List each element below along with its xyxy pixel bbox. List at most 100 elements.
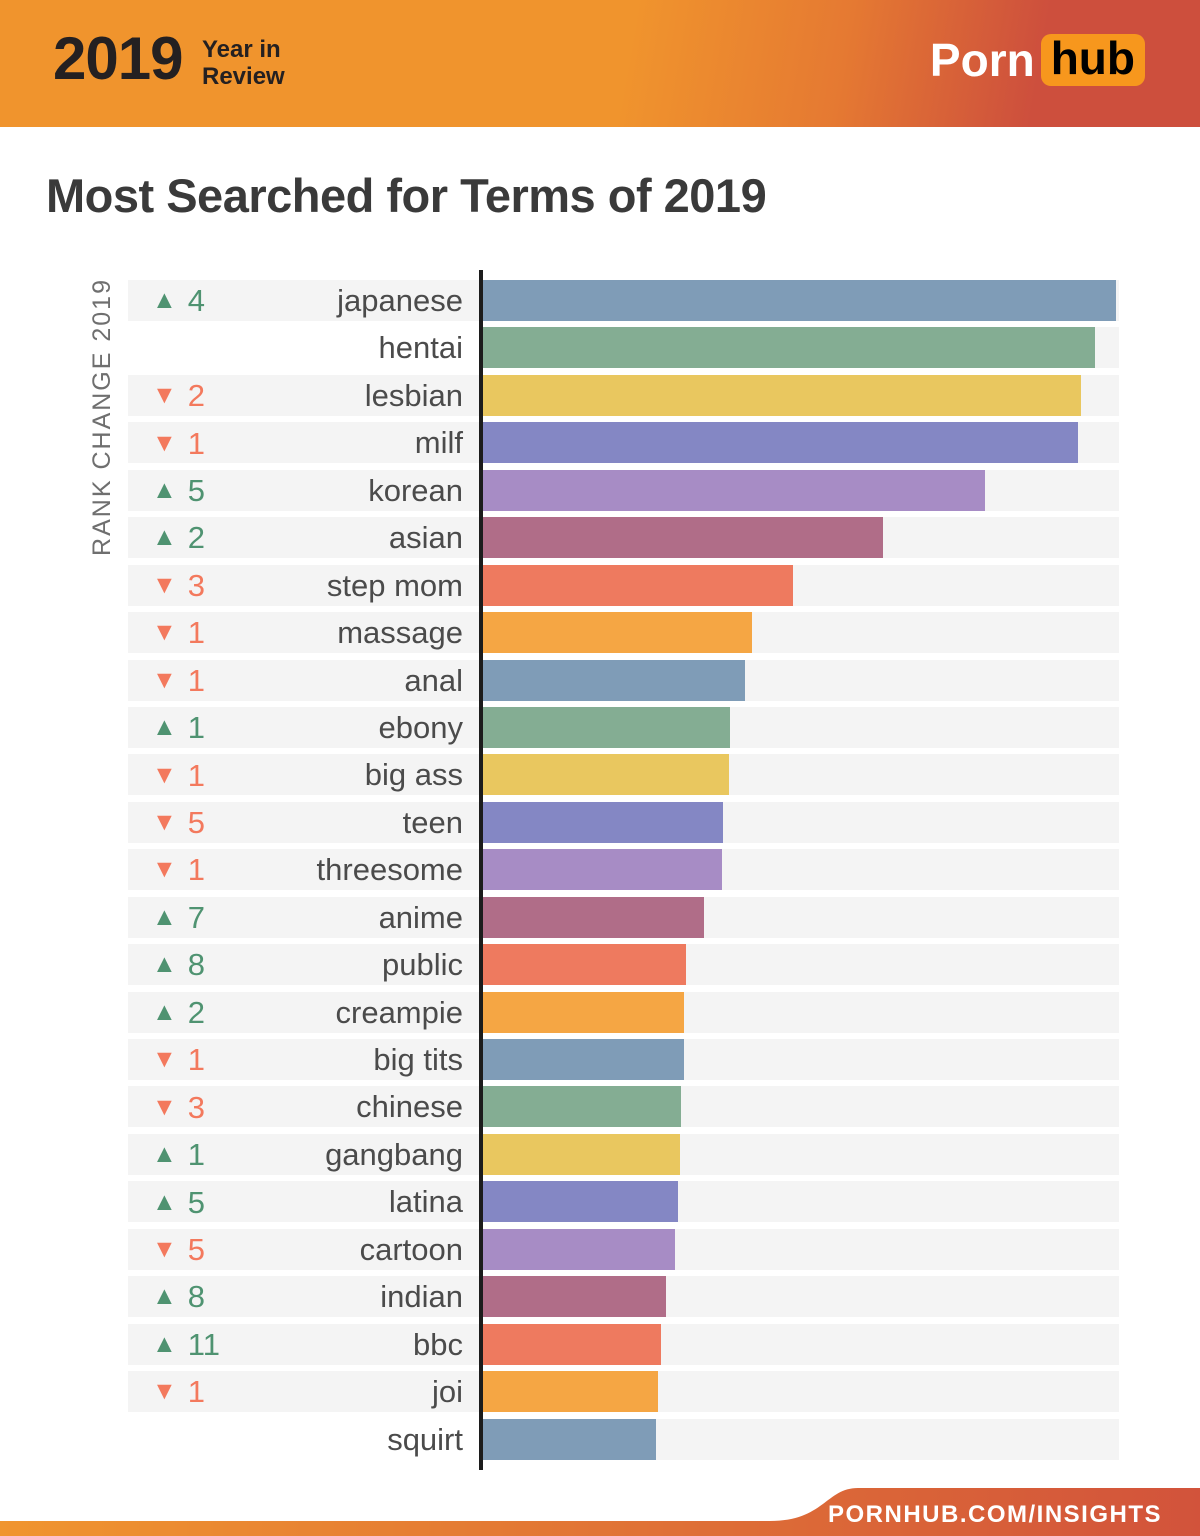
- term-label: milf: [414, 425, 463, 461]
- rank-direction-icon: ▲: [152, 475, 177, 504]
- footer-ribbon: PORNHUB.COM/INSIGHTS: [0, 1488, 1200, 1536]
- term-bar: [483, 944, 687, 986]
- term-label: korean: [368, 472, 463, 508]
- rank-change-indicator: ▲ 5: [152, 467, 205, 514]
- chart-row: ▼ 1 milf: [0, 419, 1200, 466]
- term-label: gangbang: [325, 1136, 463, 1172]
- term-bar: [483, 1133, 680, 1175]
- rank-change-indicator: ▲ 11: [152, 1321, 220, 1368]
- term-bar: [483, 422, 1078, 464]
- chart-row: ▼ 5 teen: [0, 799, 1200, 846]
- chart-row: hentai: [0, 324, 1200, 371]
- term-label: bbc: [413, 1326, 463, 1362]
- rank-direction-icon: ▼: [152, 381, 177, 410]
- chart-row: ▲ 8 indian: [0, 1273, 1200, 1320]
- rank-change-value: 1: [187, 757, 205, 793]
- term-label: anal: [404, 662, 463, 698]
- rank-change-indicator: ▼ 1: [152, 609, 205, 656]
- rank-change-indicator: ▲ 1: [152, 704, 205, 751]
- rank-change-value: 1: [187, 852, 205, 888]
- rank-direction-icon: ▼: [152, 760, 177, 789]
- year-in-review-line1: Year in: [202, 36, 281, 63]
- chart-row: ▼ 5 cartoon: [0, 1226, 1200, 1273]
- chart-row: ▲ 5 latina: [0, 1178, 1200, 1225]
- rank-direction-icon: ▲: [152, 950, 177, 979]
- rank-change-value: 5: [187, 1184, 205, 1220]
- chart-row: ▲ 1 ebony: [0, 704, 1200, 751]
- chart-row: squirt: [0, 1416, 1200, 1463]
- term-bar: [483, 896, 704, 938]
- page-title: Most Searched for Terms of 2019: [46, 169, 767, 222]
- chart-row: ▼ 3 step mom: [0, 562, 1200, 609]
- term-bar: [483, 612, 752, 654]
- term-label: japanese: [337, 283, 463, 318]
- rank-change-indicator: ▼ 2: [152, 372, 205, 419]
- term-label: lesbian: [364, 377, 463, 413]
- year-in-review-label: Year in Review: [202, 36, 285, 91]
- term-bar: [483, 280, 1116, 321]
- rank-direction-icon: ▲: [152, 1282, 177, 1311]
- rank-change-value: 3: [187, 1089, 205, 1125]
- term-label: creampie: [335, 994, 464, 1030]
- rank-change-value: 8: [187, 947, 205, 983]
- rank-change-indicator: ▲ 5: [152, 1178, 205, 1225]
- rank-change-indicator: ▼ 5: [152, 799, 205, 846]
- logo-hub-badge: hub: [1040, 34, 1145, 86]
- term-label: cartoon: [359, 1231, 463, 1267]
- rank-change-value: 2: [187, 994, 205, 1030]
- term-bar: [483, 1418, 656, 1460]
- chart-row: ▼ 1 anal: [0, 657, 1200, 704]
- rank-change-value: 3: [187, 567, 205, 603]
- rank-change-value: 11: [187, 1326, 220, 1362]
- term-bar: [483, 564, 794, 606]
- chart-row: ▲ 2 creampie: [0, 989, 1200, 1036]
- rank-change-indicator: ▼ 3: [152, 562, 205, 609]
- term-bar: [483, 517, 884, 559]
- rank-change-value: 1: [187, 662, 205, 698]
- term-bar: [483, 991, 685, 1033]
- rank-change-value: 1: [187, 615, 205, 651]
- rank-direction-icon: ▼: [152, 1377, 177, 1406]
- logo-porn-text: Porn: [929, 34, 1035, 86]
- rank-direction-icon: ▼: [152, 665, 177, 694]
- bar-chart: RANK CHANGE 2019 ▲ 4 japanese hentai ▼ 2…: [0, 270, 1200, 1470]
- rank-change-value: 1: [187, 1137, 205, 1173]
- term-label: ebony: [378, 709, 463, 745]
- term-bar: [483, 1371, 658, 1413]
- term-label: asian: [388, 520, 463, 556]
- rank-direction-icon: ▼: [152, 428, 177, 457]
- rank-change-indicator: ▼ 1: [152, 1368, 205, 1415]
- term-bar: [483, 754, 730, 796]
- rank-direction-icon: ▼: [152, 808, 177, 837]
- rank-change-indicator: ▼ 1: [152, 846, 205, 893]
- year-in-review-line2: Review: [202, 62, 285, 90]
- rank-direction-icon: ▲: [152, 523, 177, 552]
- chart-row: ▲ 11 bbc: [0, 1321, 1200, 1368]
- chart-row: ▲ 7 anime: [0, 894, 1200, 941]
- term-bar: [483, 849, 723, 891]
- term-label: big tits: [373, 1042, 463, 1077]
- rank-change-indicator: ▼ 1: [152, 751, 205, 798]
- footer-url: PORNHUB.COM/INSIGHTS: [827, 1501, 1162, 1528]
- rank-change-indicator: ▼ 1: [152, 419, 205, 466]
- rank-change-value: 2: [187, 520, 205, 556]
- rank-change-indicator: ▲ 2: [152, 989, 205, 1036]
- chart-row: ▲ 1 gangbang: [0, 1131, 1200, 1178]
- rank-change-value: 8: [187, 1279, 205, 1315]
- y-axis-line: [479, 270, 483, 1470]
- term-bar: [483, 469, 985, 511]
- term-label: indian: [380, 1279, 463, 1315]
- term-bar: [483, 1228, 675, 1270]
- chart-row: ▼ 3 chinese: [0, 1083, 1200, 1130]
- chart-row: ▲ 5 korean: [0, 467, 1200, 514]
- rank-direction-icon: ▲: [152, 997, 177, 1026]
- rank-direction-icon: ▼: [152, 1045, 177, 1074]
- term-bar: [483, 374, 1082, 416]
- rank-change-value: 2: [187, 378, 205, 414]
- rank-change-value: 1: [187, 1042, 205, 1078]
- rank-change-indicator: ▲ 8: [152, 1273, 205, 1320]
- rank-change-value: 1: [187, 710, 205, 746]
- rank-change-indicator: ▼ 1: [152, 1036, 205, 1083]
- term-bar: [483, 1086, 682, 1128]
- term-label: joi: [431, 1374, 463, 1410]
